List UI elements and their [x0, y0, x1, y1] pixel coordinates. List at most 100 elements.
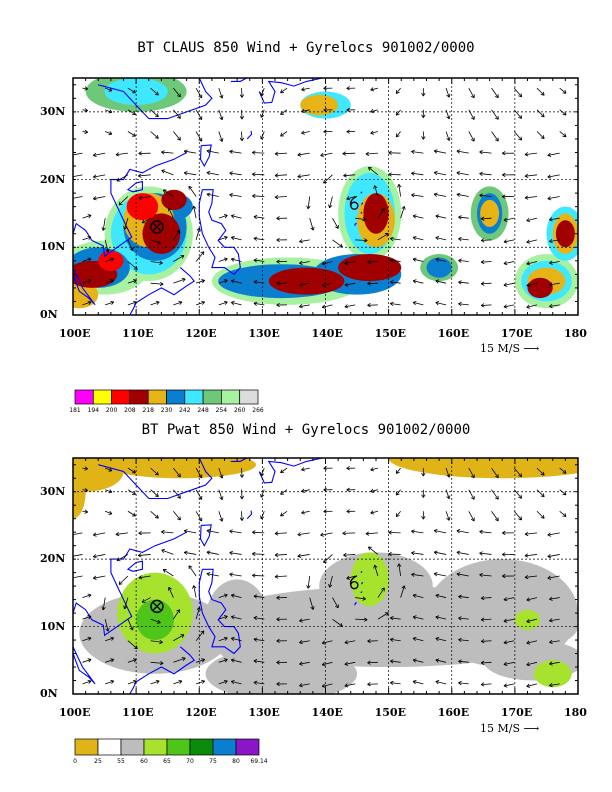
pwat-wind-vector: [435, 659, 447, 663]
pwat-wind-vector: [344, 640, 356, 644]
claus-wind-arrowhead: [201, 279, 205, 284]
claus-wind-vector: [82, 279, 92, 284]
claus-wind-arrowhead: [178, 300, 183, 305]
claus-title: BT CLAUS 850 Wind + Gyrelocs 901002/0000: [137, 40, 475, 56]
pwat-wind-arrowhead: [458, 637, 462, 643]
pwat-x-tick-label: 150E: [374, 706, 406, 719]
claus-wind-arrowhead: [230, 257, 235, 262]
pwat-wind-arrowhead: [87, 636, 92, 641]
claus-x-tick-label: 110E: [122, 327, 154, 340]
pwat-wind-arrowhead: [110, 658, 115, 663]
pwat-wind-vector: [524, 554, 538, 557]
pwat-wind-arrowhead: [320, 532, 324, 537]
claus-coastline: [246, 130, 253, 140]
claus-wind-arrowhead: [138, 195, 143, 201]
pwat-wind-arrowhead: [367, 638, 371, 644]
claus-wind-arrowhead: [84, 129, 89, 135]
pwat-wind-arrowhead: [177, 516, 181, 521]
claus-wind-vector: [229, 172, 242, 176]
pwat-wind-arrowhead: [549, 639, 553, 645]
claus-wind-vector: [398, 184, 402, 197]
pwat-wind-vector: [549, 683, 560, 686]
claus-wind-vector: [280, 131, 288, 137]
pwat-wind-vector: [161, 531, 174, 534]
claus-wind-arrowhead: [526, 261, 531, 266]
pwat-wind-vector: [468, 511, 475, 522]
pwat-wind-arrowhead: [253, 594, 258, 599]
pwat-wind-arrowhead: [433, 550, 438, 555]
pwat-wind-vector: [231, 659, 242, 663]
pwat-wind-arrowhead: [161, 548, 166, 553]
pwat-wind-arrowhead: [526, 662, 531, 667]
claus-wind-vector: [195, 227, 200, 240]
claus-wind-vector: [206, 172, 219, 176]
claus-wind-vector: [188, 185, 197, 197]
claus-wind-arrowhead: [274, 173, 279, 178]
pwat-wind-arrowhead: [87, 593, 92, 598]
pwat-wind-arrowhead: [276, 617, 280, 622]
claus-wind-arrowhead: [458, 301, 462, 307]
claus-wind-arrowhead: [480, 281, 485, 286]
claus-wind-vector: [456, 172, 469, 176]
pwat-wind-arrowhead: [159, 660, 164, 666]
claus-wind-vector: [127, 239, 134, 251]
claus-wind-vector: [229, 194, 242, 197]
claus-wind-arrowhead: [239, 115, 245, 120]
pwat-wind-arrowhead: [132, 469, 136, 474]
claus-wind-vector: [479, 173, 492, 176]
claus-wind-arrowhead: [239, 137, 245, 142]
pwat-wind-arrowhead: [411, 551, 415, 556]
claus-wind-arrowhead: [323, 107, 327, 113]
claus-wind-arrowhead: [470, 94, 475, 99]
pwat-wind-vector: [253, 638, 265, 642]
claus-wind-arrowhead: [458, 236, 462, 242]
pwat-wind-arrowhead: [141, 598, 146, 603]
pwat-wind-vector: [377, 587, 385, 598]
claus-wind-vector: [299, 282, 310, 286]
pwat-wind-vector: [526, 618, 538, 623]
pwat-wind-arrowhead: [84, 509, 89, 514]
claus-wind-arrowhead: [321, 304, 326, 309]
claus-colorbar-label: 254: [216, 407, 228, 414]
pwat-wind-arrowhead: [162, 569, 167, 573]
claus-wind-arrowhead: [526, 282, 531, 288]
pwat-pwat-cell: [136, 599, 174, 641]
claus-wind-vector: [456, 150, 469, 154]
pwat-wind-arrowhead: [260, 472, 265, 477]
pwat-wind-arrowhead: [105, 627, 110, 632]
claus-wind-arrowhead: [253, 279, 258, 285]
claus-wind-vector: [252, 152, 265, 154]
claus-wind-vector: [479, 194, 492, 197]
pwat-wind-arrowhead: [526, 597, 531, 602]
claus-wind-arrowhead: [133, 266, 138, 270]
claus-coastline: [361, 202, 364, 205]
claus-wind-vector: [323, 174, 333, 184]
pwat-wind-arrowhead: [133, 679, 137, 684]
claus-wind-arrowhead: [421, 136, 426, 140]
claus-colorbar-label: 218: [142, 407, 154, 414]
pwat-wind-arrowhead: [181, 657, 186, 662]
pwat-wind-arrowhead: [412, 615, 417, 620]
claus-wind-vector: [173, 230, 180, 241]
pwat-wind-arrowhead: [384, 612, 389, 617]
pwat-wind-vector: [195, 659, 205, 663]
claus-wind-arrowhead: [192, 205, 197, 210]
claus-wind-vector: [524, 152, 538, 155]
pwat-wind-vector: [105, 637, 114, 642]
pwat-wind-arrowhead: [390, 659, 394, 664]
claus-wind-arrowhead: [456, 171, 461, 176]
pwat-wind-arrowhead: [123, 605, 128, 610]
claus-coastline: [258, 78, 324, 104]
pwat-wind-vector: [299, 640, 310, 643]
pwat-wind-vector: [390, 617, 401, 620]
claus-y-tick-label: 0N: [40, 308, 58, 321]
claus-wind-vector: [346, 196, 356, 200]
claus-wind-arrowhead: [547, 196, 552, 201]
claus-wind-arrowhead: [299, 282, 303, 287]
pwat-wind-arrowhead: [280, 469, 285, 474]
claus-wind-vector: [173, 131, 181, 141]
claus-colorbar-label: 208: [124, 407, 136, 414]
claus-wind-arrowhead: [479, 193, 483, 198]
pwat-wind-vector: [301, 467, 310, 471]
